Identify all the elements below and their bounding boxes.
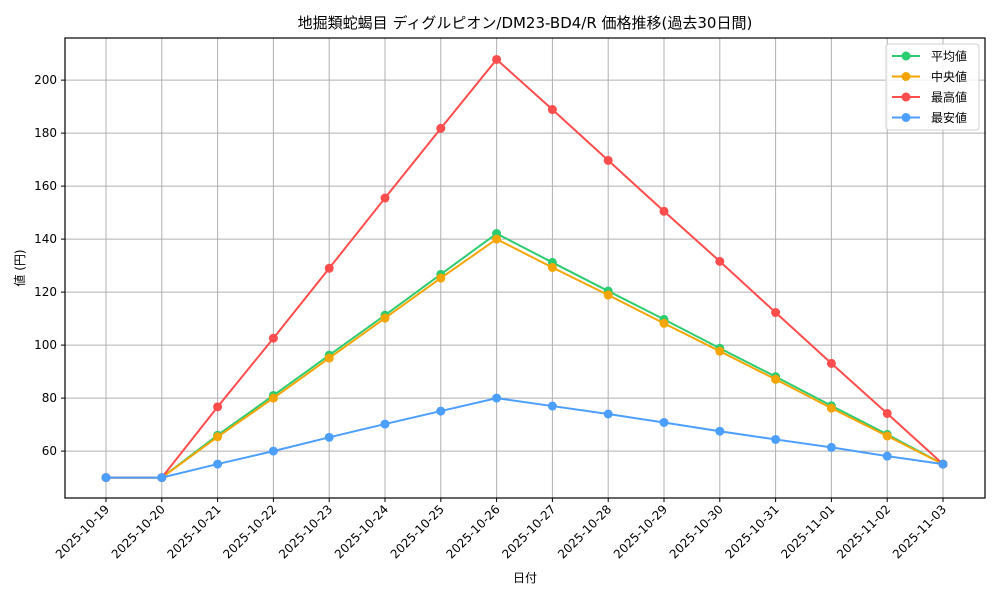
data-point-marker bbox=[213, 402, 223, 412]
data-point-marker bbox=[380, 419, 390, 429]
data-point-marker bbox=[882, 431, 892, 441]
data-point-marker bbox=[324, 263, 334, 273]
data-point-marker bbox=[436, 406, 446, 416]
data-point-marker bbox=[213, 459, 223, 469]
series-path bbox=[106, 237, 944, 479]
y-tick-label: 120 bbox=[34, 285, 57, 299]
legend-label: 最高値 bbox=[931, 90, 967, 105]
data-point-marker bbox=[659, 417, 669, 427]
data-point-marker bbox=[268, 446, 278, 456]
legend-box bbox=[885, 43, 980, 131]
data-point-marker bbox=[436, 123, 446, 133]
data-point-marker bbox=[715, 346, 725, 356]
data-point-marker bbox=[492, 393, 502, 403]
data-point-marker bbox=[492, 54, 502, 64]
legend-label: 最安値 bbox=[931, 110, 967, 125]
data-point-marker bbox=[826, 403, 836, 413]
data-point-marker bbox=[213, 432, 223, 442]
y-tick-label: 80 bbox=[42, 391, 57, 405]
data-point-marker bbox=[659, 318, 669, 328]
chart-title: 地掘類蛇蝎目 ディグルピオン/DM23-BD4/R 価格推移(過去30日間) bbox=[298, 14, 753, 32]
data-point-marker bbox=[380, 193, 390, 203]
data-point-marker bbox=[436, 273, 446, 283]
data-point-marker bbox=[547, 262, 557, 272]
data-point-marker bbox=[603, 290, 613, 300]
series-line bbox=[101, 234, 948, 483]
data-point-marker bbox=[938, 459, 948, 469]
data-point-marker bbox=[268, 333, 278, 343]
data-point-marker bbox=[603, 409, 613, 419]
data-point-marker bbox=[715, 426, 725, 436]
data-point-marker bbox=[547, 105, 557, 115]
y-axis-ticks: 60 80 100 120 140 160 180 200 bbox=[34, 73, 65, 458]
plot-frame bbox=[64, 37, 986, 499]
series-path bbox=[106, 397, 944, 479]
data-point-marker bbox=[101, 473, 111, 483]
legend-marker-icon bbox=[901, 113, 911, 122]
data-point-marker bbox=[882, 408, 892, 418]
data-series bbox=[101, 54, 948, 483]
data-point-marker bbox=[547, 401, 557, 411]
data-point-marker bbox=[324, 353, 334, 363]
legend-label: 中央値 bbox=[931, 69, 967, 84]
data-point-marker bbox=[882, 451, 892, 461]
grid-lines bbox=[65, 38, 985, 498]
data-point-marker bbox=[826, 358, 836, 368]
data-point-marker bbox=[380, 313, 390, 323]
legend-marker-icon bbox=[901, 72, 911, 81]
data-point-marker bbox=[715, 256, 725, 266]
data-point-marker bbox=[268, 393, 278, 403]
legend-marker-icon bbox=[901, 51, 911, 61]
data-point-marker bbox=[771, 308, 781, 318]
data-point-marker bbox=[826, 442, 836, 452]
x-axis-label: 日付 bbox=[513, 571, 537, 585]
legend-item: 中央値 bbox=[892, 69, 967, 84]
y-tick-label: 60 bbox=[42, 444, 57, 458]
legend-item: 最安値 bbox=[892, 110, 967, 125]
data-point-marker bbox=[492, 234, 502, 244]
data-point-marker bbox=[157, 473, 167, 483]
legend-label: 平均値 bbox=[931, 49, 967, 64]
y-tick-label: 180 bbox=[34, 126, 57, 140]
y-tick-label: 100 bbox=[34, 338, 57, 352]
data-point-marker bbox=[771, 374, 781, 384]
data-point-marker bbox=[659, 206, 669, 216]
legend-item: 最高値 bbox=[892, 90, 967, 105]
y-tick-label: 200 bbox=[34, 73, 57, 87]
legend-item: 平均値 bbox=[892, 49, 967, 64]
y-tick-label: 160 bbox=[34, 179, 57, 193]
series-path bbox=[106, 232, 944, 479]
y-axis-label: 値 (円) bbox=[12, 249, 27, 286]
data-point-marker bbox=[771, 434, 781, 444]
data-point-marker bbox=[324, 432, 334, 442]
legend-marker-icon bbox=[901, 92, 911, 102]
series-line bbox=[101, 393, 948, 483]
series-path bbox=[106, 58, 944, 479]
y-tick-label: 140 bbox=[34, 232, 57, 246]
data-point-marker bbox=[603, 155, 613, 165]
